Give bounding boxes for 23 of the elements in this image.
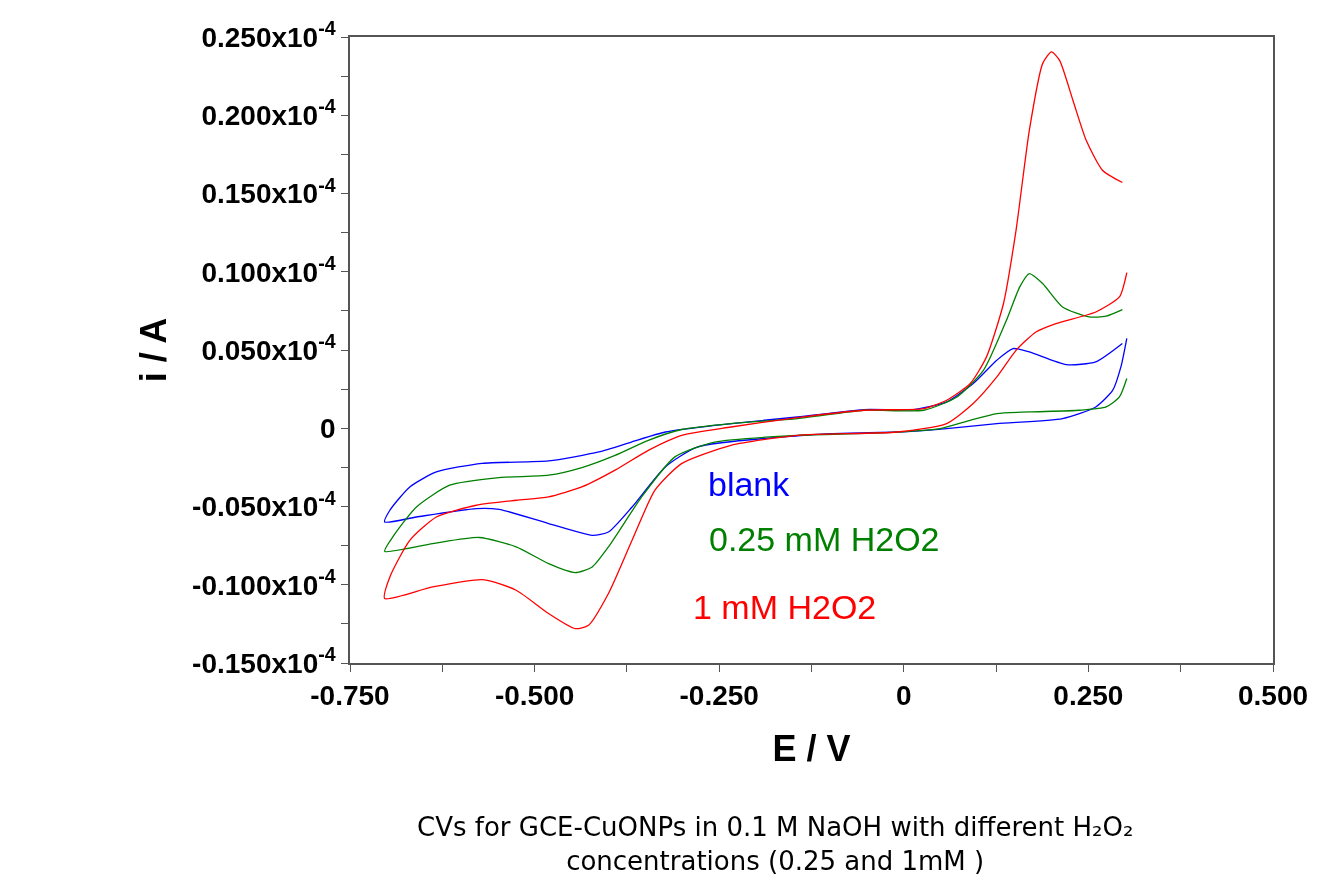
line-series xyxy=(384,51,1128,630)
x-tick-label: -0.250 xyxy=(679,680,759,712)
y-tick-label: 0.200x10$^{-4}$ xyxy=(201,95,336,132)
y-tick-label: 0.100x10$^{-4}$ xyxy=(201,251,336,288)
y-tick-label: 0.050x10$^{-4}$ xyxy=(201,330,336,366)
text: CVs for GCE-CuONPs in 0.1 M NaOH with different H₂O₂ concentrations (0.25 and 1mM ) xyxy=(417,812,1134,876)
line-series xyxy=(384,272,1128,574)
x-axis-title: E / V xyxy=(772,727,851,769)
y-tick-label: 0.150x10$^{-4}$ xyxy=(201,173,336,210)
y-tick-label: -0.150x10$^{-4}$ xyxy=(192,643,336,679)
y-tick-label: -0.050x10$^{-4}$ xyxy=(192,486,336,523)
y-axis-title: i / A xyxy=(132,317,174,383)
x-tick-label: 0.250 xyxy=(1053,680,1124,712)
y-tick-label: 0 xyxy=(320,413,336,445)
x-tick-label: -0.750 xyxy=(310,680,390,712)
x-tick-label: 0.500 xyxy=(1237,680,1309,712)
x-tick-label: 0 xyxy=(896,680,912,712)
text: 1 mM H2O2 xyxy=(693,588,877,626)
series-label: 0.25 mM H2O2 xyxy=(709,520,940,558)
y-tick-label: -0.100x10$^{-4}$ xyxy=(192,564,336,601)
x-tick-label: -0.500 xyxy=(494,680,575,712)
series-label: blank xyxy=(708,465,791,503)
y-tick-label: 0.250x10$^{-4}$ xyxy=(201,17,336,53)
